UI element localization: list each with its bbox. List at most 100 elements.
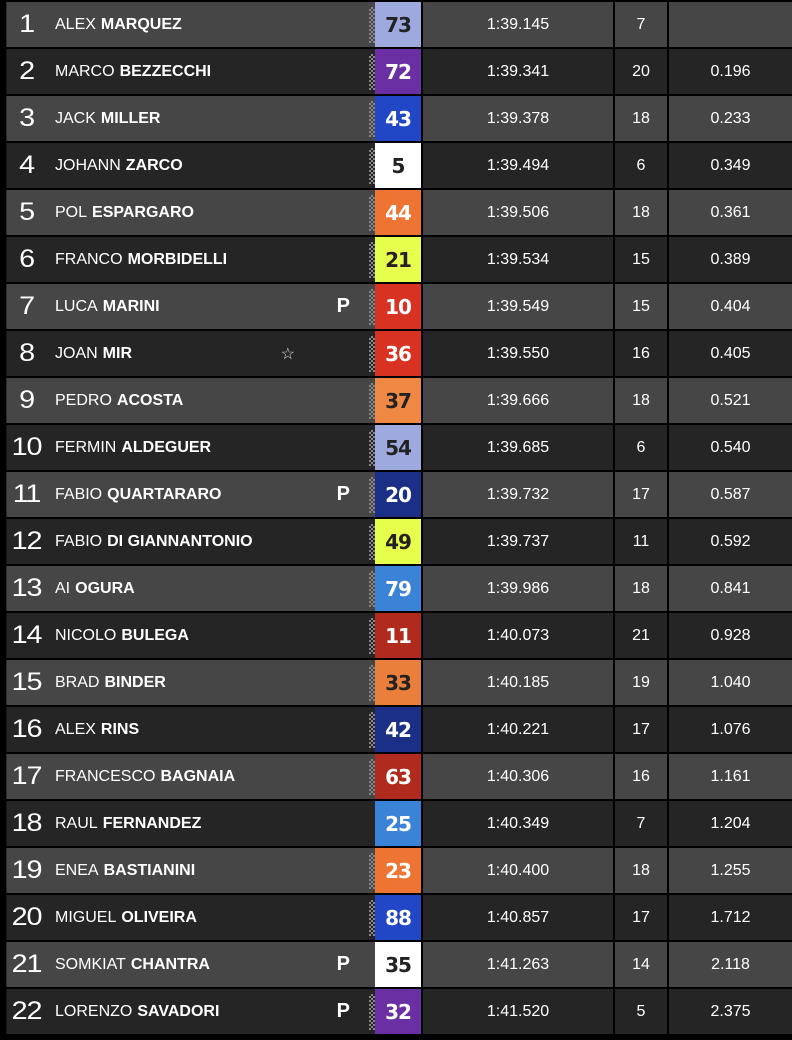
rider-number: 79 xyxy=(375,566,421,611)
rider-name: RAUL FERNANDEZ xyxy=(46,801,375,846)
rider-first-name: FERMIN xyxy=(55,438,117,456)
lap-time: 1:40.221 xyxy=(423,707,613,752)
table-row[interactable]: 19 ENEA BASTIANINI 23 1:40.400 18 1.255 xyxy=(6,848,792,893)
checkered-flag-icon xyxy=(369,712,375,748)
checkered-flag-icon xyxy=(369,148,375,184)
lap-count: 14 xyxy=(615,942,667,987)
rider-last-name: MIR xyxy=(102,344,132,362)
rider-number: 35 xyxy=(375,942,421,987)
pit-flag: P xyxy=(336,953,350,975)
checkered-flag-icon xyxy=(369,54,375,90)
table-row[interactable]: 22 LORENZO SAVADORI P 32 1:41.520 5 2.37… xyxy=(6,989,792,1034)
table-row[interactable]: 1 ALEX MARQUEZ 73 1:39.145 7 xyxy=(6,2,792,47)
gap: 0.540 xyxy=(669,425,792,470)
lap-time: 1:41.263 xyxy=(423,942,613,987)
rider-name: LUCA MARINI P xyxy=(46,284,375,329)
position: 22 xyxy=(6,989,47,1034)
rider-first-name: AI xyxy=(55,579,71,597)
rider-number: 21 xyxy=(375,237,421,282)
checkered-flag-icon xyxy=(369,618,375,654)
rider-last-name: MORBIDELLI xyxy=(127,250,228,268)
rider-number: 49 xyxy=(375,519,421,564)
rider-number: 42 xyxy=(375,707,421,752)
rider-last-name: OLIVEIRA xyxy=(121,908,197,926)
checkered-flag-icon xyxy=(369,571,375,607)
table-row[interactable]: 16 ALEX RINS 42 1:40.221 17 1.076 xyxy=(6,707,792,752)
table-row[interactable]: 11 FABIO QUARTARARO P 20 1:39.732 17 0.5… xyxy=(6,472,792,517)
rider-name: JOAN MIR ☆ xyxy=(46,331,375,376)
table-row[interactable]: 14 NICOLO BULEGA 11 1:40.073 21 0.928 xyxy=(6,613,792,658)
position: 20 xyxy=(6,895,47,940)
rider-number: 32 xyxy=(375,989,421,1034)
rider-number: 63 xyxy=(375,754,421,799)
checkered-flag-icon xyxy=(369,7,375,43)
pit-flag: P xyxy=(336,1000,350,1022)
rider-number: 20 xyxy=(375,472,421,517)
gap: 0.521 xyxy=(669,378,792,423)
table-row[interactable]: 9 PEDRO ACOSTA 37 1:39.666 18 0.521 xyxy=(6,378,792,423)
table-row[interactable]: 5 POL ESPARGARO 44 1:39.506 18 0.361 xyxy=(6,190,792,235)
rider-first-name: FRANCO xyxy=(55,250,123,268)
checkered-flag-icon xyxy=(369,900,375,936)
table-row[interactable]: 6 FRANCO MORBIDELLI 21 1:39.534 15 0.389 xyxy=(6,237,792,282)
table-row[interactable]: 18 RAUL FERNANDEZ 25 1:40.349 7 1.204 xyxy=(6,801,792,846)
rider-number: 33 xyxy=(375,660,421,705)
rider-last-name: CHANTRA xyxy=(130,955,210,973)
rider-first-name: ENEA xyxy=(55,861,99,879)
gap: 1.712 xyxy=(669,895,792,940)
rider-last-name: RINS xyxy=(100,720,140,738)
table-row[interactable]: 15 BRAD BINDER 33 1:40.185 19 1.040 xyxy=(6,660,792,705)
lap-time: 1:40.400 xyxy=(423,848,613,893)
position: 15 xyxy=(6,660,47,705)
lap-count: 16 xyxy=(615,754,667,799)
gap: 0.361 xyxy=(669,190,792,235)
position: 21 xyxy=(6,942,47,987)
lap-count: 6 xyxy=(615,425,667,470)
checkered-flag-icon xyxy=(369,994,375,1030)
table-row[interactable]: 3 JACK MILLER 43 1:39.378 18 0.233 xyxy=(6,96,792,141)
lap-count: 7 xyxy=(615,801,667,846)
rider-name: ENEA BASTIANINI xyxy=(46,848,375,893)
lap-count: 5 xyxy=(615,989,667,1034)
gap: 1.161 xyxy=(669,754,792,799)
lap-time: 1:39.378 xyxy=(423,96,613,141)
table-row[interactable]: 21 SOMKIAT CHANTRA P 35 1:41.263 14 2.11… xyxy=(6,942,792,987)
lap-time: 1:40.857 xyxy=(423,895,613,940)
lap-time: 1:40.073 xyxy=(423,613,613,658)
checkered-flag-icon xyxy=(369,336,375,372)
rider-name: MIGUEL OLIVEIRA xyxy=(46,895,375,940)
table-row[interactable]: 8 JOAN MIR ☆ 36 1:39.550 16 0.405 xyxy=(6,331,792,376)
lap-count: 18 xyxy=(615,378,667,423)
table-row[interactable]: 10 FERMIN ALDEGUER 54 1:39.685 6 0.540 xyxy=(6,425,792,470)
table-row[interactable]: 7 LUCA MARINI P 10 1:39.549 15 0.404 xyxy=(6,284,792,329)
table-row[interactable]: 13 AI OGURA 79 1:39.986 18 0.841 xyxy=(6,566,792,611)
rider-number: 36 xyxy=(375,331,421,376)
table-row[interactable]: 17 FRANCESCO BAGNAIA 63 1:40.306 16 1.16… xyxy=(6,754,792,799)
rider-number: 25 xyxy=(375,801,421,846)
rider-number: 88 xyxy=(375,895,421,940)
rider-first-name: POL xyxy=(55,203,88,221)
rider-name: FRANCO MORBIDELLI xyxy=(46,237,375,282)
gap: 0.389 xyxy=(669,237,792,282)
lap-time: 1:39.341 xyxy=(423,49,613,94)
rider-number: 72 xyxy=(375,49,421,94)
gap: 0.928 xyxy=(669,613,792,658)
lap-count: 20 xyxy=(615,49,667,94)
table-row[interactable]: 20 MIGUEL OLIVEIRA 88 1:40.857 17 1.712 xyxy=(6,895,792,940)
gap: 0.405 xyxy=(669,331,792,376)
table-row[interactable]: 2 MARCO BEZZECCHI 72 1:39.341 20 0.196 xyxy=(6,49,792,94)
position: 9 xyxy=(6,378,47,423)
rider-first-name: NICOLO xyxy=(55,626,117,644)
position: 11 xyxy=(6,472,47,517)
position: 5 xyxy=(6,190,47,235)
position: 3 xyxy=(6,96,47,141)
pit-flag: P xyxy=(336,295,350,317)
star-icon: ☆ xyxy=(280,345,295,363)
checkered-flag-icon xyxy=(369,195,375,231)
lap-count: 19 xyxy=(615,660,667,705)
table-row[interactable]: 12 FABIO DI GIANNANTONIO 49 1:39.737 11 … xyxy=(6,519,792,564)
lap-count: 18 xyxy=(615,848,667,893)
rider-first-name: MARCO xyxy=(55,62,115,80)
gap: 0.404 xyxy=(669,284,792,329)
table-row[interactable]: 4 JOHANN ZARCO 5 1:39.494 6 0.349 xyxy=(6,143,792,188)
